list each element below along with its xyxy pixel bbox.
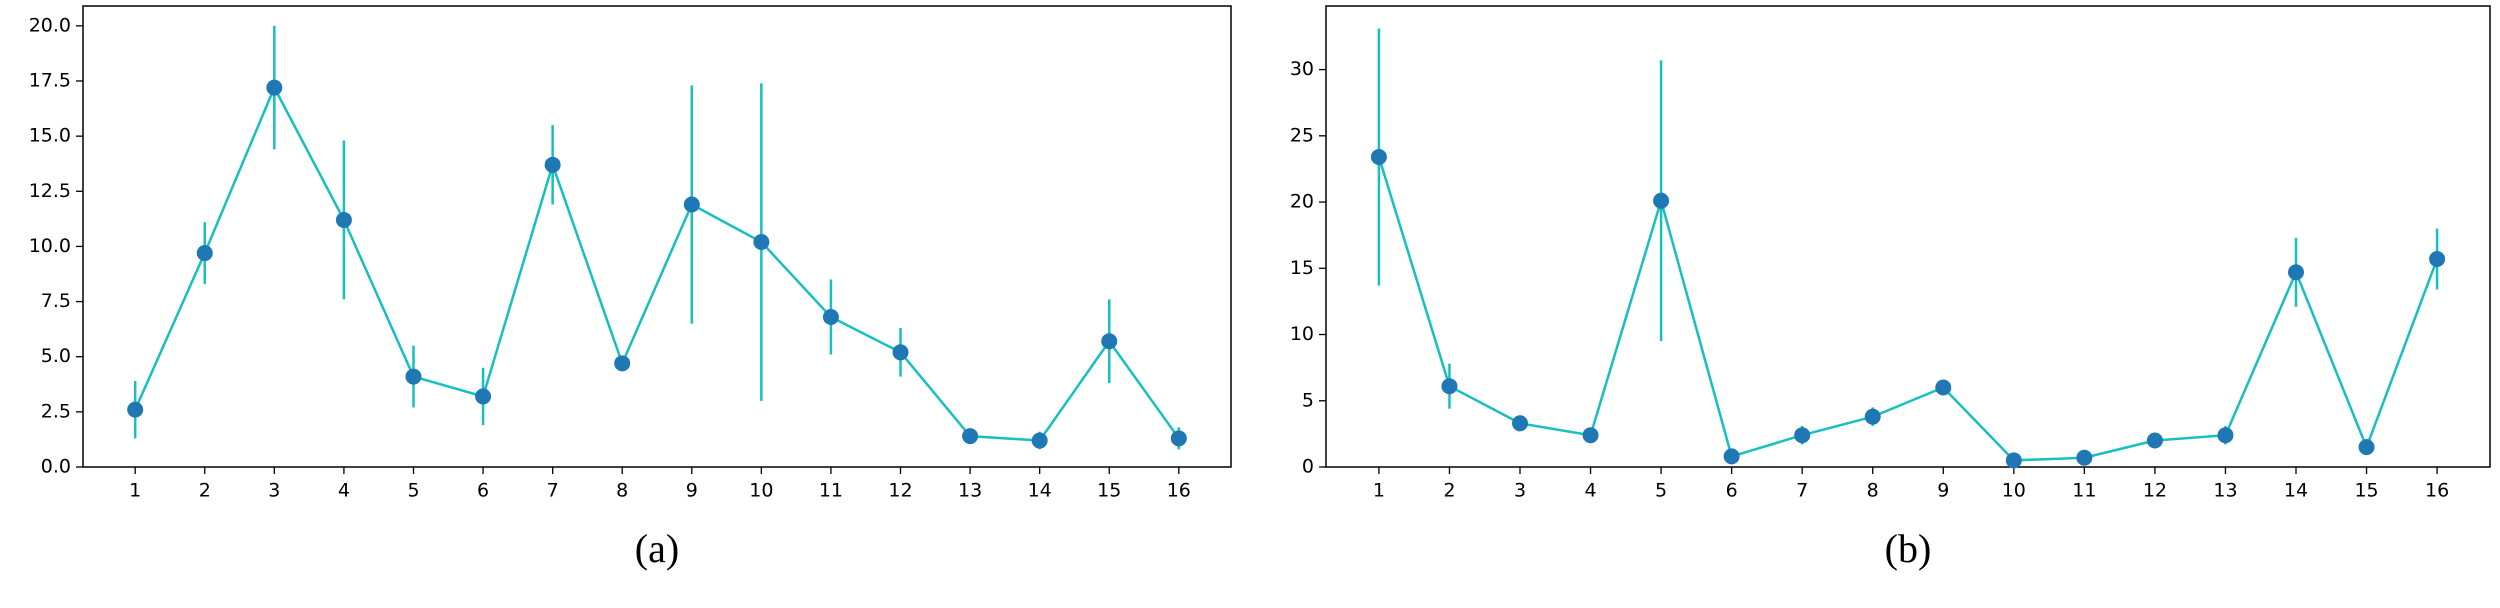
plot-frame [1325,5,2491,468]
x-tick-label: 16 [1167,480,1191,502]
x-tick-label: 13 [958,480,982,502]
y-tick-label: 0 [1302,456,1314,478]
x-tick-label: 5 [407,480,419,502]
x-tick-label: 10 [749,480,773,502]
data-point [683,196,700,213]
x-tick-label: 1 [1373,480,1385,502]
y-tick-label: 15.0 [29,125,71,147]
x-tick-label: 2 [199,480,211,502]
y-tick-label: 15 [1290,257,1314,279]
y-tick-label: 7.5 [41,290,71,312]
data-point [127,401,144,418]
data-point [753,234,770,251]
x-tick-label: 3 [1514,480,1526,502]
x-tick-label: 4 [338,480,350,502]
x-tick-label: 12 [888,480,912,502]
x-tick-label: 1 [129,480,141,502]
y-tick-label: 5.0 [41,345,71,367]
y-tick-label: 0.0 [41,456,71,478]
data-point [475,388,492,405]
data-point [544,156,561,173]
y-tick-label: 12.5 [29,180,71,202]
data-point [2288,264,2304,281]
data-point [1864,408,1881,425]
x-tick-label: 3 [268,480,280,502]
y-tick-label: 10 [1290,323,1314,345]
x-tick-label: 6 [1726,480,1738,502]
y-tick-label: 17.5 [29,69,71,91]
data-line [1377,156,2439,462]
data-point [892,344,909,361]
data-point [2429,251,2446,268]
data-point [822,309,839,326]
data-point [1512,415,1528,432]
y-tick-label: 25 [1290,124,1314,146]
x-tick-label: 15 [1097,480,1121,502]
data-point [1935,379,1952,396]
x-tick-label: 8 [1867,480,1879,502]
data-point [1031,432,1048,449]
x-tick-label: 13 [2213,480,2237,502]
data-point [1370,149,1387,166]
y-tick-label: 30 [1290,58,1314,80]
x-tick-label: 5 [1655,480,1667,502]
data-point [266,79,283,96]
x-tick-label: 11 [819,480,843,502]
data-point [2358,439,2375,456]
x-tick-label: 7 [547,480,559,502]
data-point [1653,192,1670,209]
data-point [335,211,352,228]
data-point [1170,430,1187,447]
x-tick-label: 6 [477,480,489,502]
data-point [1582,427,1599,444]
x-tick-label: 9 [686,480,698,502]
x-tick-label: 14 [2284,480,2308,502]
x-tick-label: 8 [616,480,628,502]
data-point [2146,432,2163,449]
y-tick-label: 20 [1290,191,1314,213]
data-point [2005,452,2022,469]
y-tick-label: 2.5 [41,400,71,422]
x-tick-label: 9 [1937,480,1949,502]
data-point [1723,448,1740,465]
x-tick-label: 15 [2354,480,2378,502]
data-point [405,368,422,385]
data-point [1441,378,1458,395]
data-line [134,84,1180,442]
data-point [1794,427,1811,444]
data-point [1101,333,1118,350]
y-tick-label: 10.0 [29,235,71,257]
data-point [196,245,213,262]
x-tick-label: 11 [2072,480,2096,502]
x-tick-label: 12 [2143,480,2167,502]
x-tick-label: 14 [1028,480,1052,502]
plot-frame [82,5,1232,468]
data-point [962,428,979,445]
caption: (b) [1885,526,1932,571]
x-tick-label: 10 [2002,480,2026,502]
x-tick-label: 16 [2425,480,2449,502]
y-tick-label: 5 [1302,389,1314,411]
x-tick-label: 4 [1584,480,1596,502]
caption: (a) [635,526,679,571]
data-point [614,355,631,372]
x-tick-label: 7 [1796,480,1808,502]
y-tick-label: 20.0 [29,14,71,36]
data-point [2076,449,2093,466]
x-tick-label: 2 [1443,480,1455,502]
data-point [2217,427,2234,444]
